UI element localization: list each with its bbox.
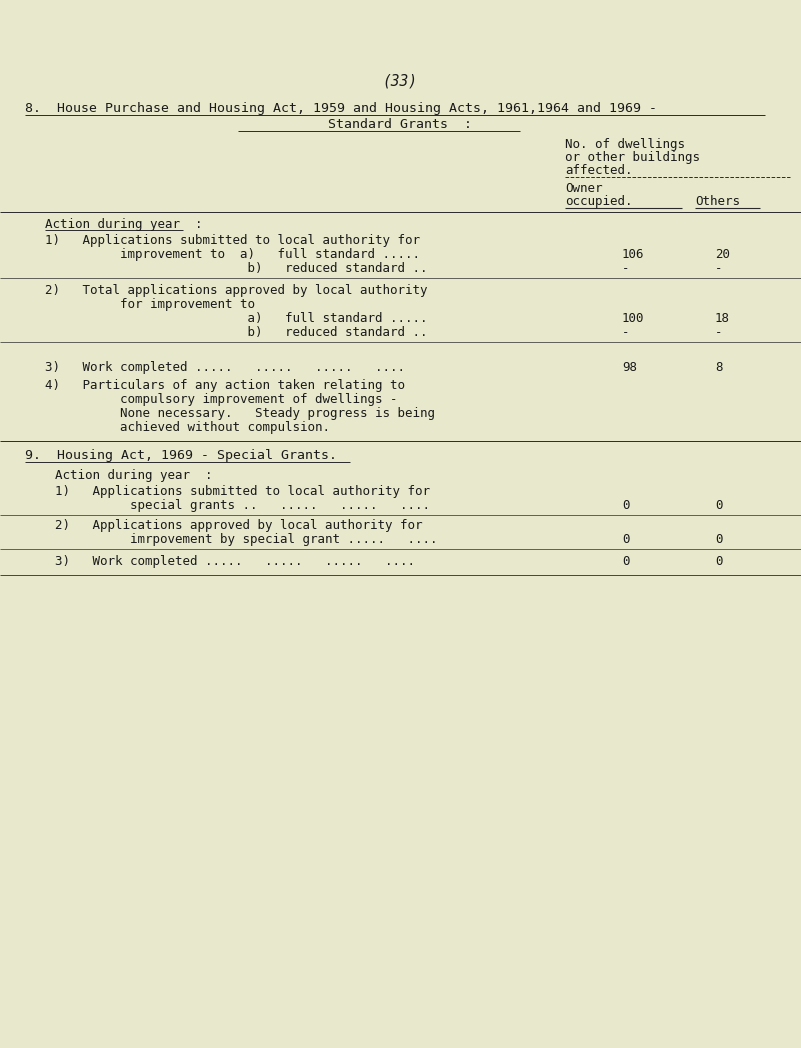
Text: 2)   Total applications approved by local authority: 2) Total applications approved by local … [45, 284, 428, 297]
Text: 3)   Work completed .....   .....   .....   ....: 3) Work completed ..... ..... ..... .... [55, 555, 415, 568]
Text: Owner: Owner [565, 182, 602, 195]
Text: 8: 8 [715, 361, 723, 374]
Text: 1)   Applications submitted to local authority for: 1) Applications submitted to local autho… [45, 234, 420, 247]
Text: 0: 0 [715, 533, 723, 546]
Text: b)   reduced standard ..: b) reduced standard .. [45, 326, 428, 339]
Text: -: - [715, 326, 723, 339]
Text: 0: 0 [622, 555, 630, 568]
Text: 0: 0 [622, 499, 630, 512]
Text: 100: 100 [622, 312, 645, 325]
Text: 18: 18 [715, 312, 730, 325]
Text: or other buildings: or other buildings [565, 151, 700, 163]
Text: None necessary.   Steady progress is being: None necessary. Steady progress is being [45, 407, 435, 420]
Text: 0: 0 [622, 533, 630, 546]
Text: 3)   Work completed .....   .....   .....   ....: 3) Work completed ..... ..... ..... .... [45, 361, 405, 374]
Text: 8.  House Purchase and Housing Act, 1959 and Housing Acts, 1961,1964 and 1969 -: 8. House Purchase and Housing Act, 1959 … [25, 102, 657, 115]
Text: -: - [622, 326, 630, 339]
Text: (33): (33) [383, 73, 417, 88]
Text: special grants ..   .....   .....   ....: special grants .. ..... ..... .... [55, 499, 430, 512]
Text: -: - [622, 262, 630, 275]
Text: Action during year  :: Action during year : [45, 218, 203, 231]
Text: imrpovement by special grant .....   ....: imrpovement by special grant ..... .... [55, 533, 437, 546]
Text: 0: 0 [715, 499, 723, 512]
Text: improvement to  a)   full standard .....: improvement to a) full standard ..... [45, 248, 420, 261]
Text: compulsory improvement of dwellings -: compulsory improvement of dwellings - [45, 393, 397, 406]
Text: No. of dwellings: No. of dwellings [565, 138, 685, 151]
Text: 98: 98 [622, 361, 637, 374]
Text: 1)   Applications submitted to local authority for: 1) Applications submitted to local autho… [55, 485, 430, 498]
Text: Others: Others [695, 195, 740, 208]
Text: -: - [715, 262, 723, 275]
Text: 2)   Applications approved by local authority for: 2) Applications approved by local author… [55, 519, 422, 532]
Text: a)   full standard .....: a) full standard ..... [45, 312, 428, 325]
Text: affected.: affected. [565, 163, 633, 177]
Text: 106: 106 [622, 248, 645, 261]
Text: Standard Grants  :: Standard Grants : [328, 118, 472, 131]
Text: for improvement to: for improvement to [45, 298, 255, 311]
Text: 20: 20 [715, 248, 730, 261]
Text: 4)   Particulars of any action taken relating to: 4) Particulars of any action taken relat… [45, 379, 405, 392]
Text: Action during year  :: Action during year : [55, 470, 212, 482]
Text: 0: 0 [715, 555, 723, 568]
Text: 9.  Housing Act, 1969 - Special Grants.: 9. Housing Act, 1969 - Special Grants. [25, 449, 337, 462]
Text: achieved without compulsion.: achieved without compulsion. [45, 421, 330, 434]
Text: b)   reduced standard ..: b) reduced standard .. [45, 262, 428, 275]
Text: occupied.: occupied. [565, 195, 633, 208]
